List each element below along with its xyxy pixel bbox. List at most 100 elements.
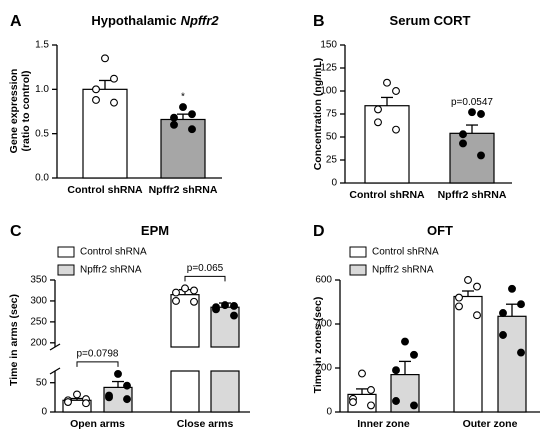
data-point [392,125,400,134]
data-point [114,369,122,378]
data-point [401,337,409,346]
data-point [477,110,485,118]
error-bar [381,96,393,106]
bar [453,295,483,413]
y-tick-label: 400 [315,319,332,330]
y-tick-label: 600 [315,275,332,286]
data-point [101,54,109,63]
error-bar [506,303,518,317]
chart-title: Serum CORT [390,13,471,28]
data-point [123,381,131,390]
y-tick-label: 0.5 [35,128,49,139]
y-axis-label: Time in arms (sec) [8,294,20,386]
y-tick-label: 150 [320,40,337,51]
data-point [212,305,220,314]
axis-break [49,367,61,375]
data-point [349,398,357,407]
data-point [92,96,100,104]
x-tick-label: Npffr2 shRNA [438,189,507,201]
error-bar [99,79,111,90]
x-tick-label: Open arms [70,418,125,430]
data-point [110,98,118,107]
data-point [172,296,180,305]
data-point [358,369,366,378]
y-axis-label: Time in zones (sec) [312,297,324,394]
error-bar [71,397,83,401]
panel-label: A [10,13,22,30]
x-tick-label: Control shRNA [67,184,143,196]
data-point [508,284,516,293]
y-tick-label: 0 [41,407,47,418]
legend-label: Control shRNA [372,247,439,258]
data-point [110,74,118,83]
legend-label: Control shRNA [80,247,147,258]
data-point [410,350,418,359]
data-point [179,103,187,112]
title-text: OFT [427,223,453,238]
data-point [499,309,507,317]
bar [210,306,240,348]
panel-label: B [313,13,325,30]
bar [170,370,200,413]
data-point [181,284,189,293]
axis-break [49,343,61,351]
y-tick-label: 1.5 [35,40,49,51]
chart-title: EPM [141,223,169,238]
x-tick-label: Close arms [177,418,234,430]
y-tick-label: 125 [320,63,337,74]
data-point [92,85,100,94]
y-axis-label: Gene expression [8,69,20,154]
legend-label: Npffr2 shRNA [80,265,142,276]
bar [497,315,527,413]
error-bar [112,380,124,388]
data-point [459,130,467,139]
data-point [410,401,418,410]
y-axis-label: (ratio to control) [20,70,32,151]
data-point [455,302,463,311]
significance-bracket [76,361,119,367]
error-bar [466,124,478,134]
data-point [517,300,525,309]
title-text: EPM [141,223,169,238]
data-point [123,395,131,404]
data-point [499,331,507,339]
data-point [464,276,472,284]
annotation: p=0.065 [187,263,224,274]
panel-label: C [10,223,22,240]
legend-swatch [349,264,367,276]
x-tick-label: Outer zone [463,418,518,430]
error-bar [399,360,411,375]
legend-swatch [349,246,367,258]
data-point [392,366,400,375]
data-point [190,297,198,306]
bar [160,118,206,179]
data-point [392,397,400,405]
data-point [383,78,391,87]
data-point [188,110,196,119]
data-point [221,301,229,310]
y-tick-label: 250 [30,317,47,328]
data-point [459,139,467,148]
error-bar [356,388,368,395]
error-bar [177,113,189,120]
y-tick-label: 0.0 [35,173,49,184]
y-tick-label: 1.0 [35,84,49,95]
y-tick-label: 50 [36,377,48,388]
annotation: p=0.0547 [451,97,493,108]
bar [449,132,495,184]
x-tick-label: Inner zone [357,418,410,430]
y-tick-label: 100 [320,86,337,97]
legend-swatch [57,246,75,258]
title-italic: Npffr2 [181,13,220,28]
data-point [190,286,198,295]
annotation: * [181,92,185,103]
title-text: Hypothalamic [91,13,176,28]
error-bar [462,290,474,297]
data-point [455,293,463,302]
significance-bracket [184,275,226,282]
data-point [188,125,196,134]
panel-label: D [313,223,325,240]
bar [82,88,128,179]
legend-swatch [57,264,75,276]
